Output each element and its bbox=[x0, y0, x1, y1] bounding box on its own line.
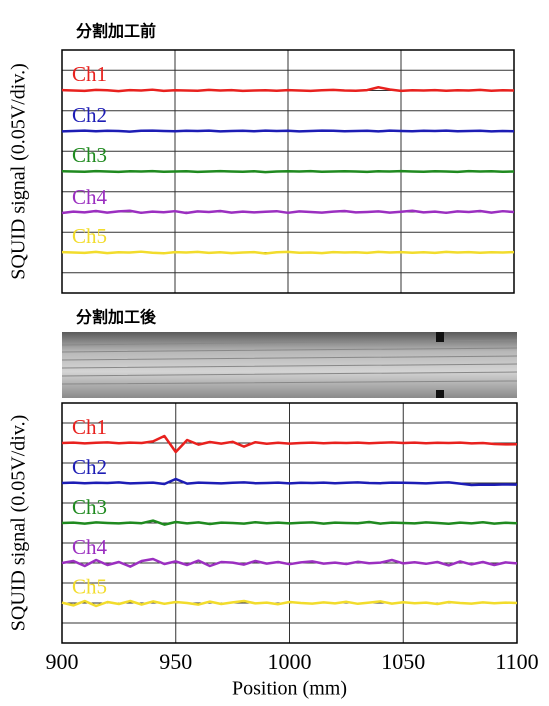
signal-line bbox=[61, 557, 518, 568]
chart-title: 分割加工後 bbox=[76, 308, 157, 327]
signal-line bbox=[61, 169, 515, 174]
signal-line bbox=[61, 129, 515, 133]
series-label: Ch5 bbox=[72, 574, 107, 598]
sample-photo bbox=[61, 332, 518, 398]
series-label: Ch3 bbox=[72, 143, 107, 167]
y-axis-label: SQUID signal (0.05V/div.) bbox=[8, 415, 30, 631]
series-label: Ch1 bbox=[72, 415, 107, 439]
series-label: Ch2 bbox=[72, 455, 107, 479]
signal-line bbox=[61, 519, 518, 526]
x-tick-label: 900 bbox=[46, 649, 79, 674]
series-label: Ch3 bbox=[72, 495, 107, 519]
chart-title: 分割加工前 bbox=[76, 22, 156, 41]
signal-line bbox=[61, 209, 515, 215]
series-label: Ch2 bbox=[72, 103, 107, 127]
signal-line bbox=[61, 434, 518, 454]
series-label: Ch4 bbox=[72, 535, 108, 559]
signal-line bbox=[61, 599, 518, 608]
signal-line bbox=[61, 86, 515, 93]
x-tick-label: 950 bbox=[159, 649, 192, 674]
series-label: Ch4 bbox=[72, 185, 108, 209]
x-tick-label: 1050 bbox=[381, 649, 425, 674]
signal-line bbox=[61, 477, 518, 487]
signal-line bbox=[61, 250, 515, 255]
x-tick-label: 1100 bbox=[495, 649, 538, 674]
x-axis-label: Position (mm) bbox=[232, 678, 347, 700]
x-tick-label: 1000 bbox=[268, 649, 312, 674]
y-axis-label: SQUID signal (0.05V/div.) bbox=[8, 63, 30, 279]
series-label: Ch5 bbox=[72, 224, 107, 248]
series-label: Ch1 bbox=[72, 62, 107, 86]
